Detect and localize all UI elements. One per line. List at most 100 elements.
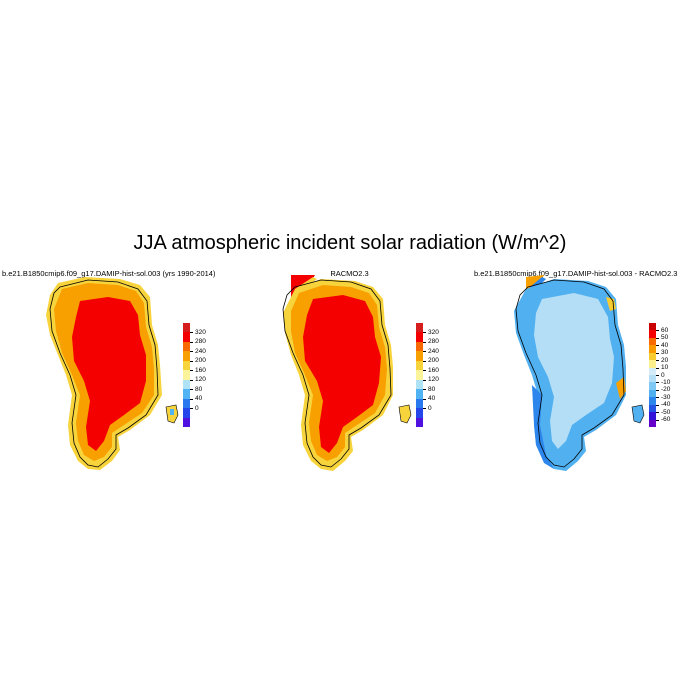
- colorbar-tick: [656, 397, 659, 399]
- coastline: [282, 279, 392, 468]
- colorbar-swatch: [649, 412, 656, 420]
- colorbar-label: 200: [428, 357, 439, 365]
- colorbar-tick: [656, 382, 659, 384]
- colorbar-swatch: [649, 389, 656, 398]
- panel-racmo: RACMO2.3 320 280 240 200 160 120 80 40 0: [233, 265, 466, 495]
- colorbar-label: 200: [195, 357, 206, 365]
- colorbar-tick: [656, 337, 659, 339]
- colorbar-swatch: [183, 360, 190, 371]
- panel-title-racmo: RACMO2.3: [330, 269, 369, 278]
- greenland-map-model: [46, 277, 179, 470]
- colorbar-swatch: [416, 351, 423, 361]
- panel-difference: b.e21.B1850cmip6.f09_g17.DAMIP-hist-sol.…: [466, 265, 699, 495]
- colorbar-swatch: [416, 389, 423, 399]
- colorbar-label: 320: [428, 328, 439, 336]
- colorbar-swatch: [183, 332, 190, 342]
- colorbar-tick: [423, 379, 426, 381]
- colorbar-swatch: [183, 389, 190, 399]
- colorbar-label: 280: [195, 338, 206, 346]
- colorbar-label: 240: [195, 347, 206, 355]
- colorbar-tick: [656, 404, 659, 406]
- colorbar-swatch: [183, 341, 190, 352]
- colorbar-swatch: [649, 375, 656, 383]
- colorbar-swatch: [649, 404, 656, 413]
- colorbar-label: 20: [661, 356, 669, 364]
- colorbar-tick: [190, 351, 193, 353]
- colorbar-tick: [190, 398, 193, 400]
- colorbar-label: 160: [195, 366, 206, 374]
- map-island-edge: [170, 409, 174, 415]
- colorbar-swatch: [416, 408, 423, 418]
- colorbar-swatch: [416, 332, 423, 342]
- colorbar-tick: [656, 352, 659, 354]
- map-island: [398, 404, 412, 424]
- colorbar-label: 120: [428, 376, 439, 384]
- colorbar-label: 50: [661, 334, 669, 342]
- colorbar-swatch: [183, 351, 190, 361]
- map-fill-interior: [534, 293, 614, 449]
- colorbar-label: 60: [661, 326, 669, 334]
- colorbar-tick: [190, 370, 193, 372]
- colorbar-tick: [656, 419, 659, 421]
- colorbar-swatch: [183, 323, 190, 333]
- colorbar-tick: [656, 412, 659, 414]
- colorbar-label: 0: [661, 371, 665, 379]
- colorbar-swatch: [649, 360, 656, 368]
- colorbar-tick: [423, 360, 426, 362]
- colorbar-label: -20: [661, 386, 671, 394]
- colorbar-swatch: [183, 417, 190, 427]
- colorbar-tick: [190, 408, 193, 410]
- colorbar-swatch: [649, 367, 656, 375]
- colorbar-swatch: [649, 345, 656, 353]
- colorbar-tick: [190, 341, 193, 343]
- colorbar-swatch: [649, 330, 656, 338]
- map-fill-interior: [303, 295, 381, 453]
- colorbar-label: 0: [195, 404, 199, 412]
- colorbar-tick: [656, 345, 659, 347]
- colorbar-label: 320: [195, 328, 206, 336]
- colorbar-label: 120: [195, 376, 206, 384]
- colorbar-swatch: [416, 398, 423, 409]
- colorbar-label: 280: [428, 338, 439, 346]
- colorbar-tick: [656, 330, 659, 332]
- colorbar-tick: [190, 389, 193, 391]
- colorbar-tick: [423, 370, 426, 372]
- colorbar-label: 10: [661, 364, 669, 372]
- colorbar-tick: [190, 360, 193, 362]
- colorbar-swatch: [183, 408, 190, 418]
- panel-title-difference: b.e21.B1850cmip6.f09_g17.DAMIP-hist-sol.…: [474, 269, 678, 278]
- colorbar-swatch: [649, 323, 656, 331]
- colorbar-swatch: [183, 370, 190, 380]
- colorbar-tick: [656, 389, 659, 391]
- colorbar-swatch: [416, 379, 423, 390]
- colorbar-swatch: [649, 352, 656, 361]
- colorbar-tick: [656, 360, 659, 362]
- map-fill-west: [532, 385, 554, 469]
- colorbar-label: 0: [428, 404, 432, 412]
- colorbar-swatch: [416, 417, 423, 427]
- colorbar-label: 80: [195, 385, 203, 393]
- colorbar-tick: [423, 389, 426, 391]
- colorbar-label: 40: [428, 395, 436, 403]
- colorbar-tick: [423, 351, 426, 353]
- panel-model: b.e21.B1850cmip6.f09_g17.DAMIP-hist-sol.…: [0, 265, 233, 495]
- colorbar-tick: [423, 332, 426, 334]
- coastline: [49, 279, 159, 468]
- colorbar-label: -40: [661, 401, 671, 409]
- map-fill-interior: [72, 297, 146, 451]
- colorbar-label: -60: [661, 416, 671, 424]
- colorbar-tick: [423, 408, 426, 410]
- colorbar-tick: [423, 398, 426, 400]
- colorbar-label: 30: [661, 349, 669, 357]
- colorbar-swatch: [649, 337, 656, 346]
- colorbar-swatch: [416, 370, 423, 380]
- colorbar-swatch: [649, 397, 656, 405]
- greenland-map-difference: [514, 275, 645, 471]
- colorbar-label: 40: [661, 341, 669, 349]
- colorbar-label: 240: [428, 347, 439, 355]
- colorbar-swatch: [183, 398, 190, 409]
- colorbar-tick: [656, 367, 659, 369]
- colorbar-tick: [190, 379, 193, 381]
- figure-title: JJA atmospheric incident solar radiation…: [133, 232, 567, 254]
- colorbar-tick: [423, 341, 426, 343]
